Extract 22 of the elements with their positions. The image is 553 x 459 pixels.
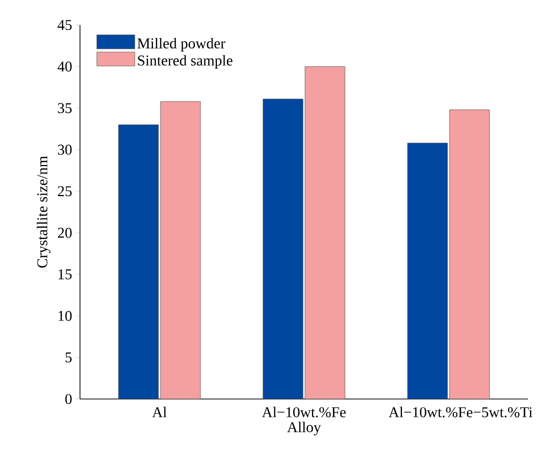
- y-axis-title: Crystallite size/nm: [36, 156, 50, 268]
- y-tick-label: 35: [58, 103, 72, 114]
- legend-label: Sintered sample: [138, 55, 232, 69]
- y-tick-label: 15: [58, 269, 72, 280]
- y-tick-label: 0: [65, 394, 72, 404]
- bar: [118, 124, 159, 399]
- x-tick-label: Al−10wt.%Fe−5wt.%Ti: [388, 406, 532, 418]
- y-tick-label: 20: [58, 228, 72, 238]
- bar: [160, 101, 201, 399]
- y-tick-label: 25: [58, 186, 72, 196]
- x-tick-label: Al: [152, 406, 167, 418]
- bar: [304, 66, 346, 399]
- y-tick-label: 5: [66, 352, 72, 362]
- y-tick-label: 40: [58, 62, 72, 72]
- bar: [449, 110, 490, 399]
- x-tick-label: Al−10wt.%Fe Alloy: [262, 406, 346, 436]
- y-tick-label: 45: [58, 20, 72, 30]
- y-tick-label: 10: [58, 310, 72, 321]
- bar: [262, 98, 304, 399]
- legend-label: Milled powder: [137, 38, 226, 52]
- y-tick-label: 30: [58, 144, 72, 155]
- bar: [407, 142, 448, 399]
